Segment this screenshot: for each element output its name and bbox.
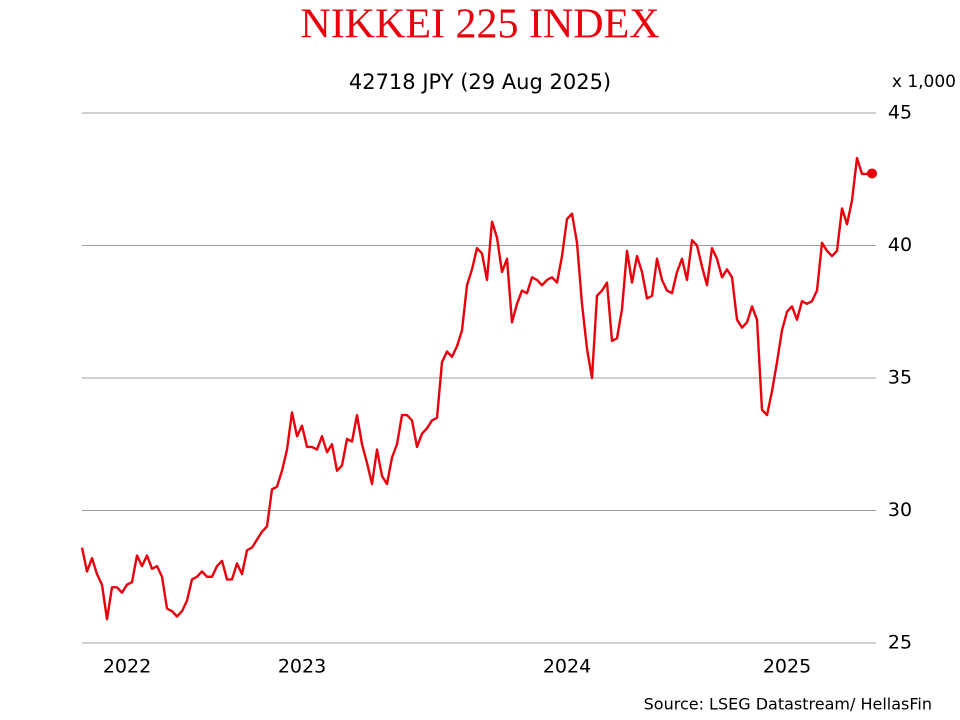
- chart-title: NIKKEI 225 INDEX: [300, 2, 659, 48]
- y-tick-label: 35: [888, 367, 912, 389]
- source-note: Source: LSEG Datastream/ HellasFin: [644, 695, 932, 714]
- price-line: [80, 156, 873, 621]
- x-tick-label: 2024: [543, 656, 591, 678]
- y-tick-label: 45: [888, 102, 912, 124]
- chart-subtitle: 42718 JPY (29 Aug 2025): [349, 70, 611, 94]
- y-unit-label: x 1,000: [892, 72, 956, 92]
- x-tick-label: 2025: [763, 656, 811, 678]
- y-tick-label: 25: [888, 632, 912, 654]
- x-tick-label: 2023: [278, 656, 326, 678]
- y-tick-label: 30: [888, 499, 912, 521]
- y-tick-label: 40: [888, 234, 912, 256]
- x-tick-label: 2022: [103, 656, 151, 678]
- last-point: [867, 168, 877, 179]
